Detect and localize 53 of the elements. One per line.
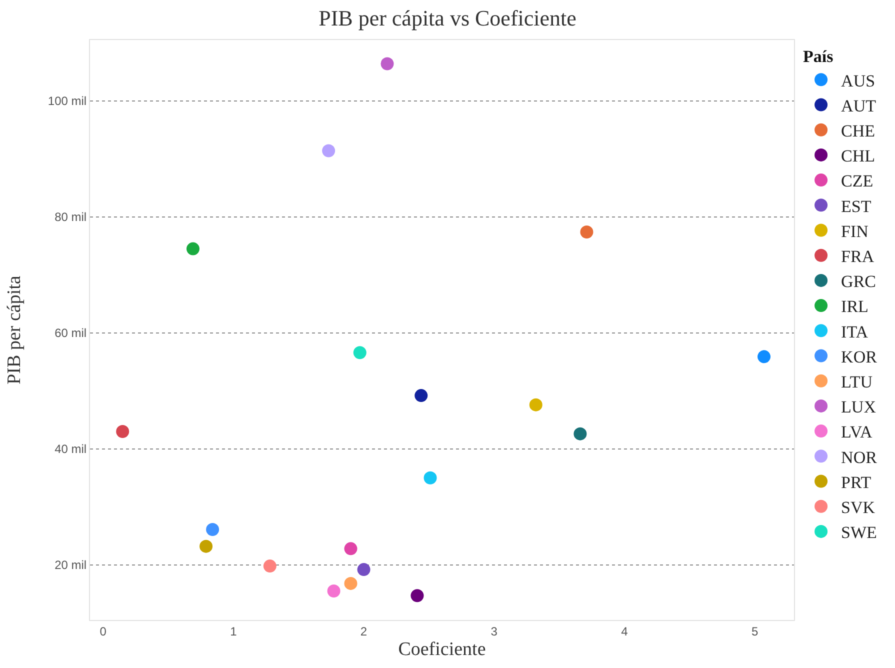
legend-label: GRC <box>841 272 876 292</box>
legend-label: CHL <box>841 146 876 166</box>
point <box>344 542 358 556</box>
legend-label: SWE <box>841 523 877 542</box>
point <box>186 242 200 256</box>
x-tick-label: 2 <box>360 624 368 638</box>
legend-label: CZE <box>841 172 874 191</box>
legend-label: IRL <box>841 297 868 316</box>
legend-label: CHE <box>841 121 876 140</box>
legend-label: EST <box>841 196 872 216</box>
point <box>206 523 220 536</box>
legend-label: LUX <box>841 398 876 417</box>
legend-label: NOR <box>841 448 878 467</box>
y-tick-label: 60 mil <box>54 326 87 340</box>
y-axis-title: PIB per cápita <box>4 275 25 384</box>
legend-title: País <box>803 47 834 66</box>
x-tick-label: 1 <box>230 624 238 638</box>
y-tick-label: 40 mil <box>54 442 87 456</box>
point <box>353 346 366 360</box>
y-tick-label: 80 mil <box>54 210 87 224</box>
x-axis-title: Coeficiente <box>398 639 486 660</box>
point <box>574 427 587 440</box>
y-tick-label: 20 mil <box>54 558 87 572</box>
legend-label: AUT <box>841 96 877 116</box>
point <box>357 563 370 576</box>
point <box>529 398 542 412</box>
legend-label: FRA <box>841 246 875 266</box>
point <box>414 389 428 402</box>
point <box>116 425 130 438</box>
legend-label: KOR <box>841 347 878 366</box>
point <box>380 57 394 70</box>
x-tick-label: 4 <box>621 624 628 638</box>
legend-label: SVK <box>841 498 876 517</box>
x-tick-label: 0 <box>100 624 107 638</box>
x-tick-label: 5 <box>752 624 759 638</box>
point <box>758 350 771 364</box>
point <box>424 471 437 484</box>
chart-title: PIB per cápita vs Coeficiente <box>318 5 576 30</box>
legend-label: FIN <box>841 222 868 241</box>
point <box>200 540 213 553</box>
point <box>263 560 276 573</box>
legend-label: LTU <box>841 372 873 392</box>
point <box>327 584 340 598</box>
y-tick-label: 100 mil <box>48 94 87 108</box>
point <box>344 576 358 590</box>
legend-label: LVA <box>841 422 873 442</box>
x-tick-label: 3 <box>490 624 498 638</box>
legend-label: ITA <box>841 322 869 342</box>
legend-label: AUS <box>841 71 876 90</box>
point <box>580 225 594 238</box>
point <box>410 589 424 602</box>
legend-label: PRT <box>841 472 872 492</box>
point <box>322 144 336 158</box>
